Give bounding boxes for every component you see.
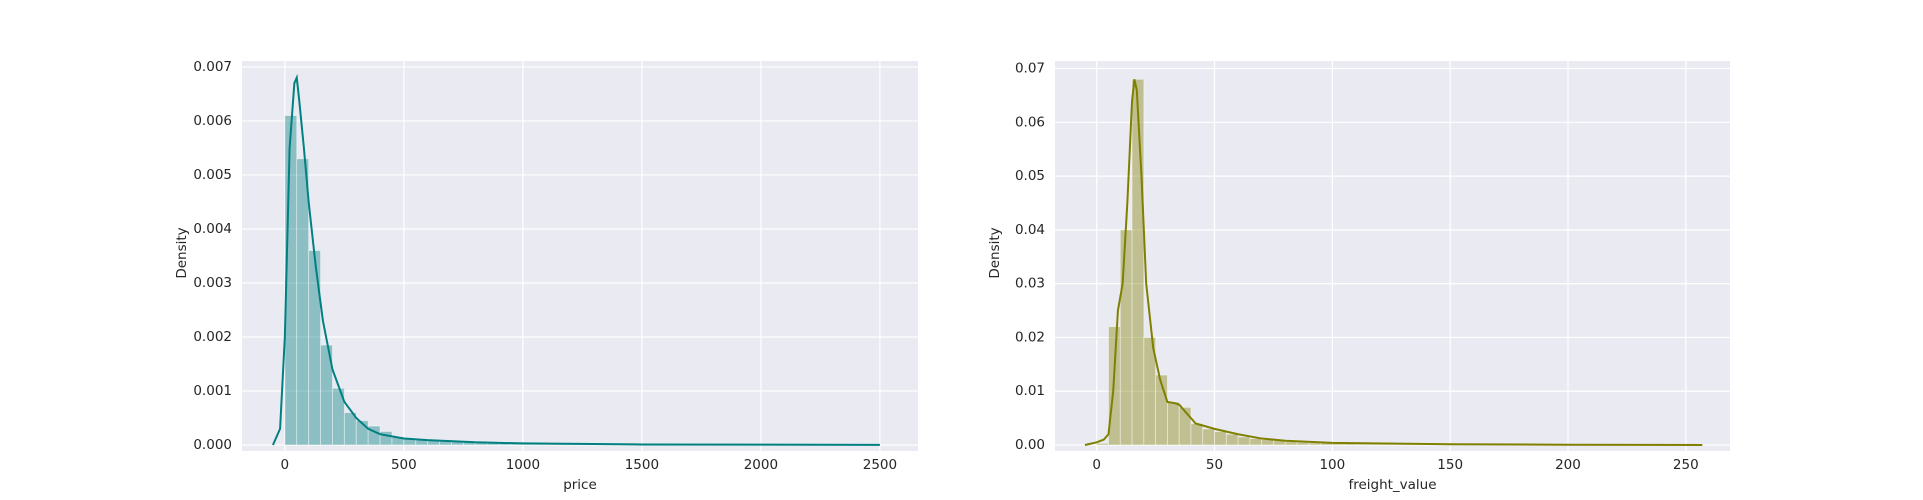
histogram-bar — [343, 412, 357, 446]
histogram-bar — [1237, 436, 1251, 446]
y-axis-label: Density — [987, 227, 1003, 278]
histogram-bar — [1190, 423, 1204, 446]
x-tick-label: 0 — [1092, 457, 1101, 473]
x-tick-label: 100 — [1319, 457, 1345, 473]
y-tick-label: 0.003 — [193, 275, 232, 291]
histogram-bar — [1214, 431, 1227, 446]
x-tick-label: 50 — [1206, 457, 1223, 473]
histogram-bar — [1249, 438, 1263, 446]
kde-line — [272, 73, 880, 446]
x-tick-label: 1000 — [506, 457, 540, 473]
y-tick-label: 0.000 — [193, 437, 232, 453]
y-tick-label: 0.04 — [1015, 222, 1045, 238]
histogram-bar — [1202, 428, 1215, 446]
x-tick-label: 2000 — [744, 457, 778, 473]
histogram-bar — [1296, 441, 1310, 446]
histogram-bar — [1131, 78, 1145, 446]
histogram-bar — [296, 158, 310, 446]
y-tick-label: 0.006 — [193, 113, 232, 129]
y-tick-label: 0.007 — [193, 59, 232, 75]
x-axis-label: price — [563, 477, 597, 493]
x-tick-label: 200 — [1555, 457, 1581, 473]
y-tick-label: 0.00 — [1015, 437, 1045, 453]
x-tick-label: 500 — [391, 457, 417, 473]
y-tick-label: 0.06 — [1015, 114, 1045, 130]
histogram-bar — [1167, 401, 1180, 446]
y-tick-label: 0.05 — [1015, 168, 1045, 184]
histogram-bar — [1284, 441, 1298, 446]
y-tick-label: 0.004 — [193, 221, 232, 237]
kde-line — [1084, 79, 1703, 446]
y-tick-label: 0.002 — [193, 329, 232, 345]
histogram-bar — [1119, 229, 1133, 446]
y-tick-label: 0.01 — [1015, 383, 1045, 399]
y-tick-label: 0.03 — [1015, 276, 1045, 292]
plot-area — [242, 61, 918, 451]
y-tick-label: 0.005 — [193, 167, 232, 183]
histogram-bar — [1096, 442, 1109, 446]
x-tick-label: 250 — [1673, 457, 1699, 473]
x-tick-label: 2500 — [863, 457, 897, 473]
x-axis-label: freight_value — [1348, 477, 1436, 493]
histogram-bar — [1178, 406, 1192, 446]
y-tick-label: 0.02 — [1015, 329, 1045, 345]
y-tick-label: 0.001 — [193, 383, 232, 399]
y-axis-label: Density — [174, 227, 190, 278]
x-tick-label: 0 — [281, 457, 290, 473]
histogram-bar — [1225, 433, 1239, 446]
y-tick-label: 0.07 — [1015, 61, 1045, 77]
x-tick-label: 1500 — [625, 457, 659, 473]
x-tick-label: 150 — [1437, 457, 1463, 473]
histogram-bar — [308, 250, 321, 446]
